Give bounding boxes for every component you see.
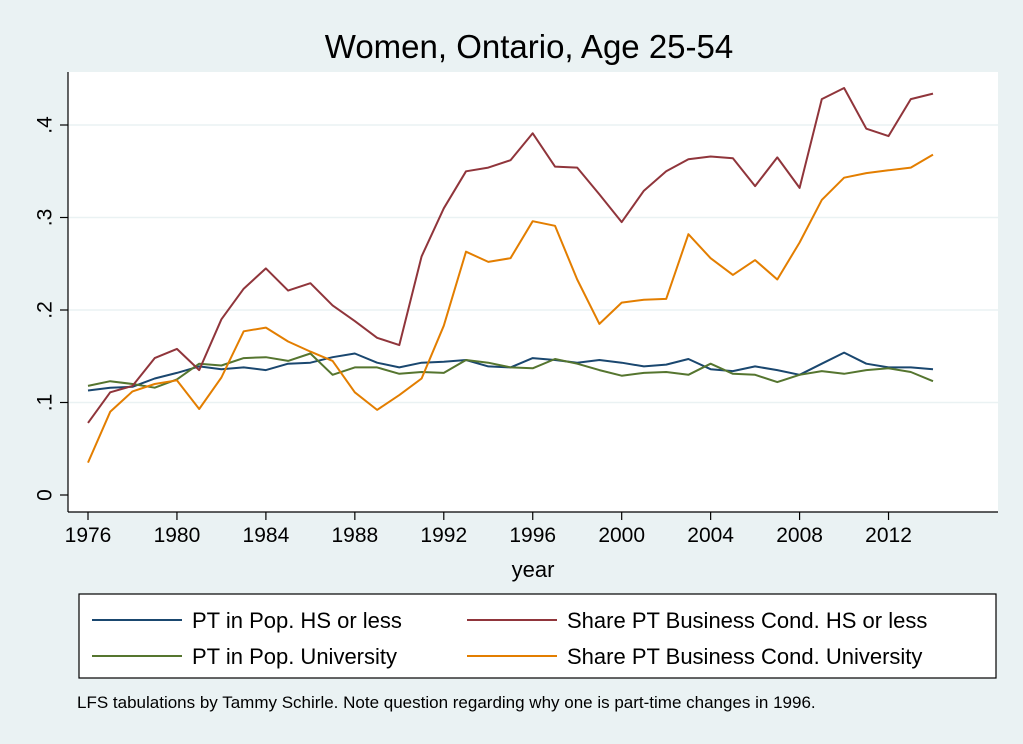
y-tick-label: .4 <box>34 116 57 134</box>
footnote: LFS tabulations by Tammy Schirle. Note q… <box>77 693 816 712</box>
y-tick-label: .1 <box>34 394 57 412</box>
legend: PT in Pop. HS or less PT in Pop. Universi… <box>92 608 927 669</box>
x-tick-label: 2008 <box>776 524 823 547</box>
x-tick-label: 1988 <box>331 524 378 547</box>
grid <box>68 124 998 404</box>
y-tick-label: 0 <box>34 489 57 501</box>
legend-label-share-pt-business-cond-hs-or-less: Share PT Business Cond. HS or less <box>567 608 927 633</box>
legend-box <box>78 593 997 679</box>
x-tick-label: 2004 <box>687 524 734 547</box>
legend-label-share-pt-business-cond-university: Share PT Business Cond. University <box>567 644 922 669</box>
series-line-share-pt-business-cond-university <box>87 153 934 464</box>
x-tick-label: 1980 <box>154 524 201 547</box>
legend-label-pt-in-pop-university: PT in Pop. University <box>192 644 397 669</box>
x-tick-label: 2012 <box>865 524 912 547</box>
x-tick-label: 1976 <box>65 524 112 547</box>
series-lines <box>87 87 934 464</box>
x-tick-label: 1996 <box>509 524 556 547</box>
x-tick-label: 1984 <box>243 524 290 547</box>
x-tick-label: 1992 <box>420 524 467 547</box>
x-axis-label: year <box>512 557 555 582</box>
plot-area <box>68 72 998 512</box>
x-ticks: 1976 1980 1984 1988 1992 1996 2000 2004 2008 2012 <box>65 512 912 547</box>
x-tick-label: 2000 <box>598 524 645 547</box>
chart-title: Women, Ontario, Age 25-54 <box>325 28 733 65</box>
y-ticks: 0 .1 .2 .3 .4 <box>34 116 68 501</box>
y-tick-label: .2 <box>34 301 57 319</box>
legend-label-pt-in-pop-hs-or-less: PT in Pop. HS or less <box>192 608 402 633</box>
series-line-share-pt-business-cond-hs-or-less <box>87 87 934 424</box>
y-tick-label: .3 <box>34 209 57 227</box>
